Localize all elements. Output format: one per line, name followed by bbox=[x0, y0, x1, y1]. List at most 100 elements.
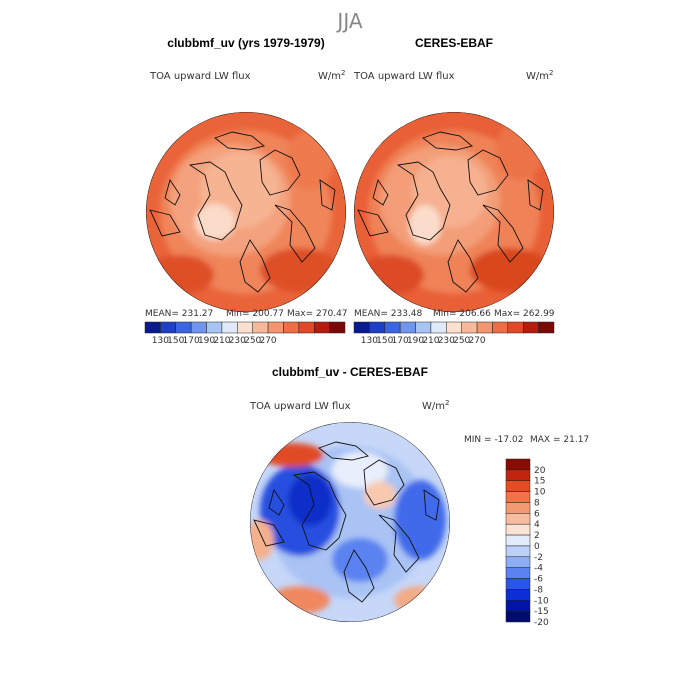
colorbar-tick-label: 0 bbox=[534, 542, 540, 552]
variable-label: TOA upward LW flux bbox=[149, 71, 251, 82]
colorbar-swatch bbox=[329, 321, 346, 334]
panel-model: clubbmf_uv (yrs 1979-1979) TOA upward LW… bbox=[144, 36, 348, 346]
colorbar-swatch bbox=[492, 321, 509, 334]
colorbar-swatch bbox=[369, 321, 386, 334]
panel-title: clubbmf_uv (yrs 1979-1979) bbox=[167, 36, 324, 50]
colorbar-tick-label: 210 bbox=[422, 336, 439, 346]
colorbar-swatch bbox=[505, 534, 531, 547]
colorbar-tick-label: 250 bbox=[244, 336, 261, 346]
colorbar-tick-label: 6 bbox=[534, 509, 540, 519]
colorbar-swatch bbox=[415, 321, 432, 334]
colorbar bbox=[353, 321, 555, 334]
colorbar bbox=[144, 321, 346, 334]
colorbar-swatch bbox=[298, 321, 315, 334]
colorbar-swatch bbox=[160, 321, 177, 334]
colorbar-swatch bbox=[144, 321, 161, 334]
colorbar-swatch bbox=[538, 321, 555, 334]
colorbar-swatch bbox=[190, 321, 207, 334]
colorbar-swatch bbox=[505, 578, 531, 590]
colorbar-tick-label: 150 bbox=[167, 336, 184, 346]
colorbar-swatch bbox=[505, 600, 531, 612]
colorbar-tick-label: 2 bbox=[534, 531, 540, 541]
colorbar-swatch bbox=[505, 458, 531, 471]
colorbar-swatch bbox=[505, 469, 531, 481]
colorbar-swatch bbox=[353, 321, 370, 334]
colorbar-tick-label: -4 bbox=[534, 564, 543, 574]
colorbar-swatch bbox=[237, 321, 253, 334]
colorbar-tick-label: -10 bbox=[534, 596, 549, 606]
colorbar-tick-label: 230 bbox=[229, 336, 246, 346]
colorbar-tick-label: 190 bbox=[407, 336, 424, 346]
panel-obs: CERES-EBAF TOA upward LW flux W/m2 bbox=[353, 36, 555, 346]
colorbar-swatch bbox=[476, 321, 493, 334]
colorbar-swatch bbox=[399, 321, 416, 334]
colorbar-swatch bbox=[505, 589, 531, 601]
colorbar-swatch bbox=[505, 610, 531, 623]
units-label: W/m2 bbox=[318, 69, 345, 82]
figure-title: JJA bbox=[335, 9, 362, 33]
max-stat: Max= 262.99 bbox=[494, 309, 555, 319]
panel-title: clubbmf_uv - CERES-EBAF bbox=[272, 365, 428, 379]
variable-label: TOA upward LW flux bbox=[249, 401, 351, 412]
min-stat: MIN = -17.02 bbox=[464, 435, 523, 445]
colorbar-tick-label: 10 bbox=[534, 488, 546, 498]
mean-stat: MEAN= 233.48 bbox=[354, 309, 423, 319]
colorbar-swatch bbox=[221, 321, 238, 334]
colorbar-swatch bbox=[522, 321, 539, 334]
colorbar bbox=[505, 458, 531, 623]
variable-label: TOA upward LW flux bbox=[353, 71, 455, 82]
colorbar-swatch bbox=[505, 502, 531, 514]
colorbar-tick-label: -15 bbox=[534, 607, 549, 617]
colorbar-swatch bbox=[175, 321, 192, 334]
polar-map bbox=[250, 422, 450, 622]
min-stat: Min= 200.77 bbox=[226, 309, 284, 319]
min-stat: Min= 206.66 bbox=[433, 309, 491, 319]
colorbar-swatch bbox=[384, 321, 401, 334]
units-label: W/m2 bbox=[422, 399, 449, 412]
colorbar-tick-label: -8 bbox=[534, 585, 543, 595]
colorbar-swatch bbox=[507, 321, 524, 334]
colorbar-tick-label: 130 bbox=[152, 336, 169, 346]
colorbar-swatch bbox=[505, 491, 531, 503]
colorbar-tick-label: -20 bbox=[534, 618, 549, 628]
max-stat: MAX = 21.17 bbox=[530, 435, 589, 445]
colorbar-tick-label: 250 bbox=[453, 336, 470, 346]
polar-map bbox=[146, 112, 346, 312]
colorbar-swatch bbox=[283, 321, 300, 334]
colorbar-swatch bbox=[505, 556, 531, 568]
colorbar-swatch bbox=[505, 513, 531, 525]
colorbar-tick-label: 4 bbox=[534, 520, 540, 530]
colorbar-tick-label: 15 bbox=[534, 477, 545, 487]
panel-difference: clubbmf_uv - CERES-EBAF TOA upward LW fl… bbox=[249, 365, 589, 628]
colorbar-tick-label: 210 bbox=[213, 336, 230, 346]
colorbar-tick-label: -2 bbox=[534, 553, 543, 563]
colorbar-swatch bbox=[313, 321, 330, 334]
colorbar-tick-label: 170 bbox=[183, 336, 200, 346]
colorbar-tick-label: 270 bbox=[468, 336, 485, 346]
colorbar-swatch bbox=[505, 480, 531, 492]
colorbar-swatch bbox=[461, 321, 478, 334]
panel-title: CERES-EBAF bbox=[415, 36, 493, 50]
colorbar-swatch bbox=[206, 321, 223, 334]
colorbar-tick-label: 130 bbox=[361, 336, 378, 346]
colorbar-swatch bbox=[505, 545, 531, 558]
units-label: W/m2 bbox=[526, 69, 553, 82]
colorbar-tick-label: 270 bbox=[259, 336, 276, 346]
colorbar-tick-label: 8 bbox=[534, 498, 540, 508]
mean-stat: MEAN= 231.27 bbox=[145, 309, 213, 319]
colorbar-tick-label: 230 bbox=[438, 336, 455, 346]
polar-map bbox=[354, 112, 554, 312]
colorbar-swatch bbox=[267, 321, 284, 334]
colorbar-tick-label: 150 bbox=[376, 336, 393, 346]
colorbar-tick-label: 170 bbox=[392, 336, 409, 346]
colorbar-swatch bbox=[505, 567, 531, 579]
colorbar-tick-label: -6 bbox=[534, 575, 543, 585]
colorbar-tick-label: 190 bbox=[198, 336, 215, 346]
colorbar-swatch bbox=[252, 321, 269, 334]
colorbar-swatch bbox=[430, 321, 447, 334]
colorbar-swatch bbox=[505, 523, 531, 536]
